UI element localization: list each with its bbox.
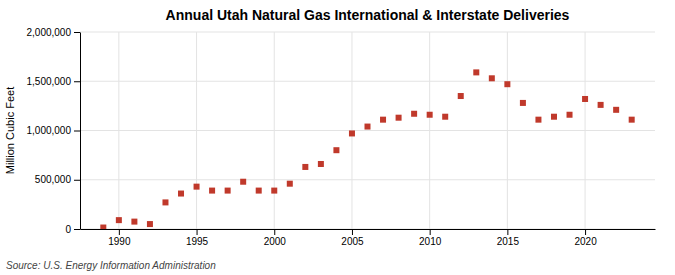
point [100,225,106,229]
x-tick-label: 1990 [108,236,131,247]
point [256,188,262,194]
point [582,96,588,102]
y-tick: 2,000,000 [27,27,81,38]
point [333,147,339,153]
x-tick-mark [197,229,198,235]
point [131,219,137,225]
title: Annual Utah Natural Gas International & … [166,7,570,23]
point [567,112,573,118]
point [349,130,355,136]
point [489,75,495,81]
y-tick-mark [74,180,80,181]
chart: 1990 1995 2000 2005 2010 2015 2020 0 500,000 1,00… [0,0,675,275]
y-tick: 0 [65,224,80,235]
point [162,199,168,205]
grid-line-y [80,32,655,33]
y-tick-label: 1,500,000 [27,76,72,87]
y-tick-label: 1,000,000 [27,125,72,136]
x-tick-mark [352,229,353,235]
x-axis-line [81,229,656,230]
point [535,117,541,123]
x-tick-mark [430,229,431,235]
point [365,124,371,130]
y-tick: 1,500,000 [27,76,81,87]
y-tick-label: 2,000,000 [27,27,72,38]
x-tick-label: 2000 [264,236,287,247]
point [427,112,433,118]
grid-line-y [80,130,655,131]
point [194,184,200,190]
point [396,115,402,121]
x-tick: 2005 [341,229,364,247]
grid [80,32,655,229]
y-tick: 1,000,000 [27,125,81,136]
point [147,221,153,227]
point [629,117,635,123]
y-tick-mark [74,131,80,132]
x-tick: 2015 [497,229,520,247]
x-tick-mark [507,229,508,235]
points [100,69,634,229]
y-axis-line [80,33,81,230]
point [458,93,464,99]
x-tick-label: 2010 [419,236,442,247]
x-axis: 1990 1995 2000 2005 2010 2015 2020 [81,229,656,247]
x-tick: 2020 [574,229,597,247]
grid-line-y [80,229,655,230]
grid-line-y [80,81,655,82]
point [178,191,184,197]
plot-area: 1990 1995 2000 2005 2010 2015 2020 0 500,000 1,00… [27,27,656,247]
y-axis: 0 500,000 1,000,000 1,500,000 2,000,000 [27,27,81,235]
y-axis-label: Million Cubic Feet [4,87,16,174]
point [613,107,619,113]
point [116,217,122,223]
point [380,117,386,123]
source: Source: U.S. Energy Information Administ… [6,260,216,271]
x-tick-label: 2015 [497,236,520,247]
point [411,111,417,117]
x-tick-mark [585,229,586,235]
point [302,164,308,170]
point [473,69,479,75]
point [240,179,246,185]
x-tick: 1990 [108,229,131,247]
y-tick-mark [74,81,80,82]
x-tick-mark [274,229,275,235]
point [551,114,557,120]
y-tick-label: 500,000 [35,174,72,185]
x-tick-label: 2005 [341,236,364,247]
point [271,188,277,194]
y-tick-mark [74,32,80,33]
x-tick-label: 1995 [186,236,209,247]
point [318,161,324,167]
point [225,188,231,194]
point [209,188,215,194]
grid-line-y [80,179,655,180]
point [598,102,604,108]
point [287,181,293,187]
x-tick: 2000 [264,229,287,247]
y-tick-label: 0 [65,224,71,235]
point [442,114,448,120]
point [520,100,526,106]
y-tick: 500,000 [35,174,80,185]
y-tick-mark [74,229,80,230]
x-tick-mark [119,229,120,235]
x-tick: 2010 [419,229,442,247]
x-tick-label: 2020 [574,236,597,247]
point [504,81,510,87]
x-tick: 1995 [186,229,209,247]
